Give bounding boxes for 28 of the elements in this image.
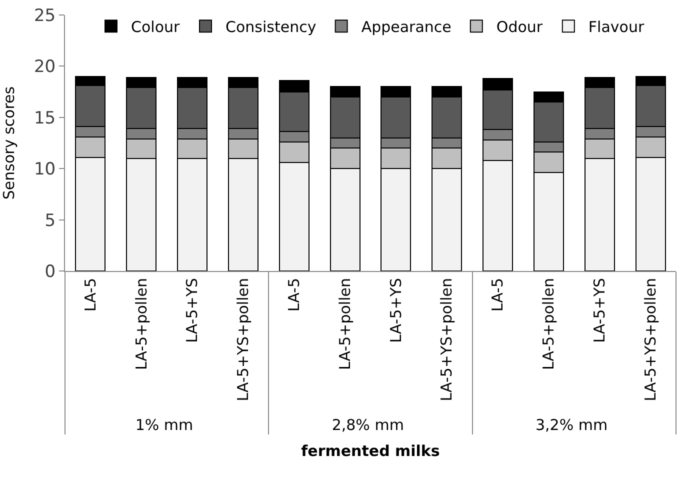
x-tick-label: LA-5+pollen (540, 278, 558, 370)
x-axis-title: fermented milks (301, 442, 440, 460)
x-tick-label: LA-5 (285, 278, 304, 312)
x-tick-label: LA-5 (488, 278, 507, 312)
x-tick-label: LA-5+YS (386, 278, 405, 343)
legend-label: Flavour (588, 18, 645, 36)
text: 2,8% mm (332, 416, 404, 434)
legend-label: Colour (131, 18, 180, 36)
y-tick-label: 25 (34, 6, 56, 26)
y-axis-title: Sensory scores (0, 86, 18, 200)
y-tick-label: 5 (44, 210, 56, 231)
x-tick-label: LA-5+YS+pollen (438, 278, 456, 402)
text: 3,2% mm (535, 416, 608, 434)
y-tick-label: 0 (44, 262, 56, 282)
y-tick-label: 20 (34, 57, 56, 78)
x-tick-label: LA-5+pollen (132, 278, 150, 370)
x-tick-label: LA-5+pollen (336, 278, 354, 370)
x-tick-label: LA-5+YS+pollen (234, 278, 252, 402)
x-tick-label: LA-5+YS (183, 278, 202, 343)
legend-label: Consistency (226, 18, 316, 36)
legend-label: Odour (496, 18, 544, 36)
x-tick-label: LA-5+YS+pollen (641, 278, 660, 402)
x-tick-label: LA-5 (81, 278, 100, 312)
legend-label: Appearance (361, 18, 452, 36)
y-tick-label: 15 (34, 108, 56, 128)
x-tick-label: LA-5+YS (590, 278, 609, 343)
y-tick-label: 10 (34, 160, 56, 180)
text: 1% mm (135, 416, 194, 434)
